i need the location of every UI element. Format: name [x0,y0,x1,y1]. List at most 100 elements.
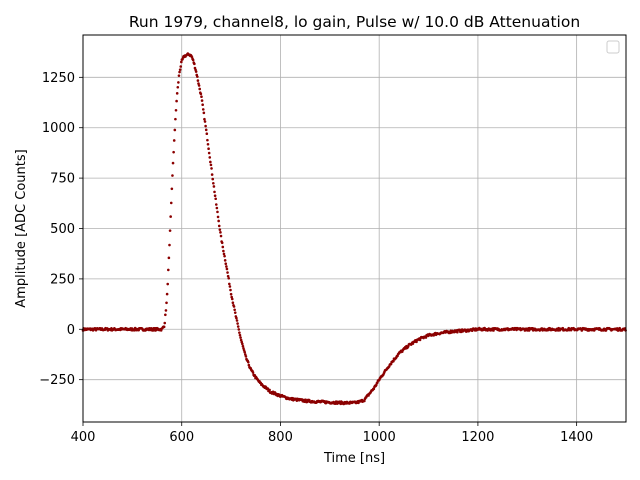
data-point [169,215,172,218]
data-point [208,156,212,159]
data-point [218,228,222,231]
data-point [172,150,175,154]
data-point [196,79,200,82]
data-point [221,245,225,249]
data-point [217,219,220,223]
y-tick-label: −250 [39,373,75,388]
data-point [163,321,167,325]
y-tick-label: 1250 [42,71,75,86]
data-point [199,92,203,96]
data-point [207,147,210,151]
data-point [180,60,183,64]
data-point [209,163,213,167]
data-point [205,132,209,135]
data-point [222,252,226,256]
data-point [215,206,219,210]
data-point [197,84,201,87]
data-point [268,388,271,392]
data-point [251,371,255,374]
data-point [212,181,215,185]
data-point [200,95,203,98]
data-point [243,350,247,354]
data-point [171,174,174,177]
data-point [204,128,208,132]
data-point [177,74,181,77]
data-point [196,75,199,78]
data-point [175,99,178,103]
data-point [178,70,181,74]
data-point [203,117,206,121]
data-point [162,325,166,329]
data-point [166,282,170,286]
data-point [211,177,215,181]
x-tick-label: 1200 [461,430,494,445]
data-point [233,311,237,314]
data-point [194,70,198,73]
data-point [239,336,242,339]
data-point [177,81,180,84]
data-point [165,301,168,305]
y-axis-ticks: −250 0 250 500 750 1000 1250 [39,71,83,388]
data-point [206,138,209,142]
data-point [206,142,210,146]
data-point [220,241,224,245]
data-point [228,282,231,286]
data-point [167,256,171,260]
data-point [266,387,270,390]
data-point [392,359,395,363]
data-point [203,120,207,123]
data-point [236,325,240,328]
data-point [207,151,211,155]
data-point [172,139,176,142]
x-tick-label: 1400 [560,430,593,445]
data-point [225,267,229,271]
data-point [235,319,239,322]
data-point [169,201,173,205]
data-point [179,65,183,68]
data-point [456,330,459,334]
data-point [173,128,177,132]
data-point [229,288,232,292]
data-point [241,344,245,348]
data-point [219,234,223,238]
data-point [241,342,244,346]
y-tick-label: 500 [50,222,75,237]
data-point [235,316,238,320]
data-point [227,276,231,280]
data-point [246,360,250,364]
data-point [202,111,206,115]
data-point [201,108,205,111]
x-axis-label: Time [ns] [323,451,385,466]
data-point [212,185,216,188]
data-point [213,194,217,198]
data-point [238,333,242,337]
data-point [214,203,218,206]
data-series [81,52,627,406]
data-point [214,197,217,201]
data-point [174,117,177,121]
data-point [164,309,168,312]
data-point [171,161,175,165]
data-point [167,268,170,272]
y-tick-label: 1000 [42,121,75,136]
x-tick-label: 600 [169,430,194,445]
data-point [164,313,167,317]
data-point [170,187,174,191]
data-point [236,322,239,325]
data-point [217,224,221,228]
data-point [242,347,245,350]
data-point [200,99,204,102]
data-point [231,301,235,305]
data-point [424,336,428,339]
y-axis-label: Amplitude [ADC Counts] [14,149,29,307]
legend-box [606,40,620,54]
data-point [165,292,169,296]
x-axis-ticks: 400 600 800 1000 1200 1400 [71,422,593,445]
x-tick-label: 400 [71,430,96,445]
data-point [244,355,248,358]
data-point [174,108,178,112]
y-gridlines [83,76,626,381]
data-point [168,243,171,247]
data-point [363,399,366,403]
